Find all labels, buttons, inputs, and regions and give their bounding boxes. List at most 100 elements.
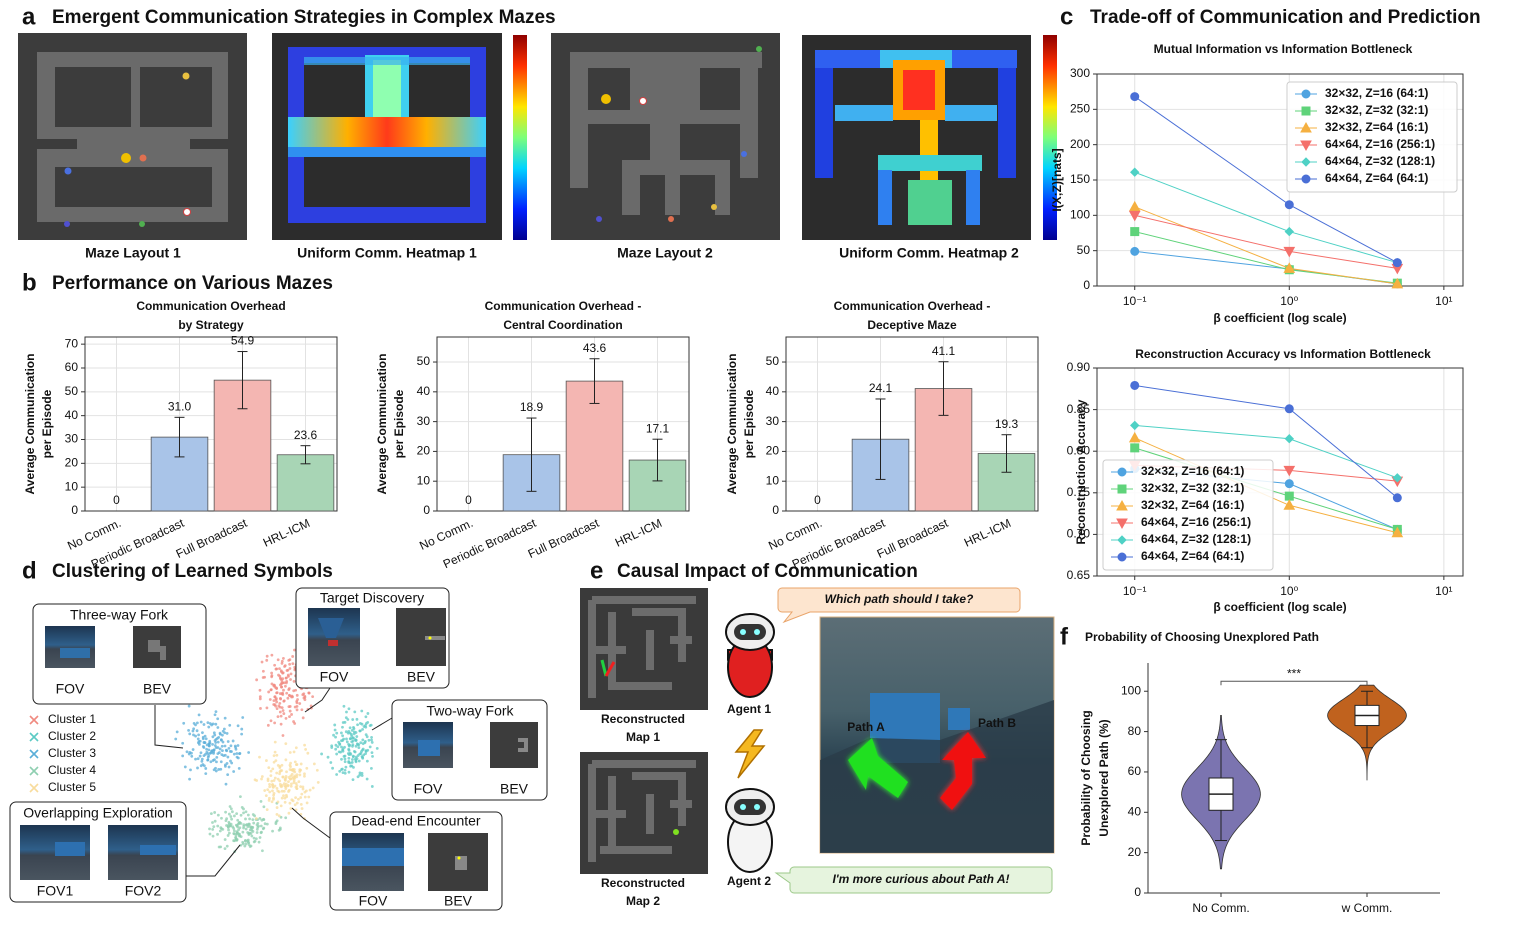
cloud-point [207,744,211,748]
cloud-point [216,824,220,828]
legend-label: 64×64, Z=32 (128:1) [1325,154,1435,168]
cloud-point [240,727,244,731]
point [1130,380,1140,390]
cloud-point [201,737,205,741]
speech-bubble [777,587,1021,624]
cloud-point [282,789,286,793]
cloud-point [267,796,271,800]
legend-marker [1300,121,1312,133]
cloud-point [341,734,345,738]
cloud-point [256,821,260,825]
value-label: 23.6 [294,428,318,442]
cloud-point [299,796,303,799]
y-tick-label: 30 [766,414,780,428]
cloud-point [300,708,304,712]
significance-bracket [1220,680,1368,686]
cloud-point [335,731,339,735]
cloud-point [273,776,277,780]
cloud-point [271,767,275,771]
cloud-point [280,706,284,709]
cloud-point [345,710,348,714]
point [1130,92,1140,102]
cloud-point [278,667,281,670]
y-tick-label: 0.90 [1067,360,1091,374]
cloud-point [364,733,368,737]
cloud-point [298,770,302,773]
legend-marker [1117,484,1127,494]
cloud-point [240,732,244,736]
cloud-point [225,749,229,753]
cloud-point [276,800,280,804]
cloud-point [273,703,277,707]
cloud-point [234,823,238,827]
cloud-point [370,738,373,742]
cloud-point [307,691,311,695]
cloud-point [265,706,269,710]
legend-label: 32×32, Z=64 (16:1) [1141,498,1244,512]
cloud-point [371,754,374,758]
cloud-point [206,721,210,725]
cloud-point [197,733,200,737]
cloud-point [320,752,323,756]
cloud-point [196,757,200,761]
y-tick-label: 100 [1070,208,1090,222]
cloud-point [303,698,307,702]
legend-marker [1117,535,1127,545]
cloud-point [208,741,212,745]
cloud-point [224,782,228,786]
cloud-point [283,796,287,800]
cloud-point [308,788,312,792]
cloud-point [216,726,220,729]
x-tick-label: 10⁰ [1280,294,1298,308]
cloud-point [202,764,206,768]
cloud-point [342,737,346,741]
cloud-point [204,767,208,770]
point [1130,227,1140,237]
cloud-point [259,800,263,803]
cloud-point [333,728,337,732]
cloud-point [278,827,282,831]
cloud-point [188,777,191,781]
cloud-point [357,746,361,749]
view-label: BEV [143,681,172,697]
cloud-point [281,671,284,675]
legend-label: 64×64, Z=32 (128:1) [1141,532,1251,546]
y-tick-label: 200 [1070,137,1090,151]
cloud-point [227,820,231,824]
cloud-point [219,767,223,771]
cloud-point [212,731,216,735]
cloud-point [218,747,222,751]
cloud-point [261,669,265,673]
cloud-point [192,733,195,737]
legend-label: 64×64, Z=16 (256:1) [1141,515,1251,529]
cloud-point [375,746,379,750]
cloud-point [345,737,348,741]
cloud-point [262,826,266,830]
cloud-point [289,678,292,681]
chart-title: Reconstruction Accuracy vs Information B… [1135,347,1431,361]
legend-marker [1300,140,1312,152]
cloud-point [272,760,276,764]
cloud-point [295,787,299,790]
cloud-point [351,736,355,740]
cloud-point [275,707,279,711]
legend-marker [29,715,39,725]
cloud-point [279,669,283,673]
cloud-point [268,790,272,794]
cloud-point [241,842,245,846]
cloud-point [190,754,194,758]
cloud-point [361,747,365,751]
cloud-point [213,713,217,717]
cloud-point [288,662,292,666]
cloud-point [265,822,269,826]
cloud-point [297,780,301,784]
cloud-point [232,832,236,835]
cloud-point [270,671,274,675]
cloud-point [195,729,199,733]
cloud-point [263,675,267,679]
x-tick-label: Full Broadcast [875,516,951,561]
cloud-point [272,798,275,801]
cloud-point [270,779,274,783]
cloud-point [278,701,282,705]
cloud-point [204,772,208,776]
